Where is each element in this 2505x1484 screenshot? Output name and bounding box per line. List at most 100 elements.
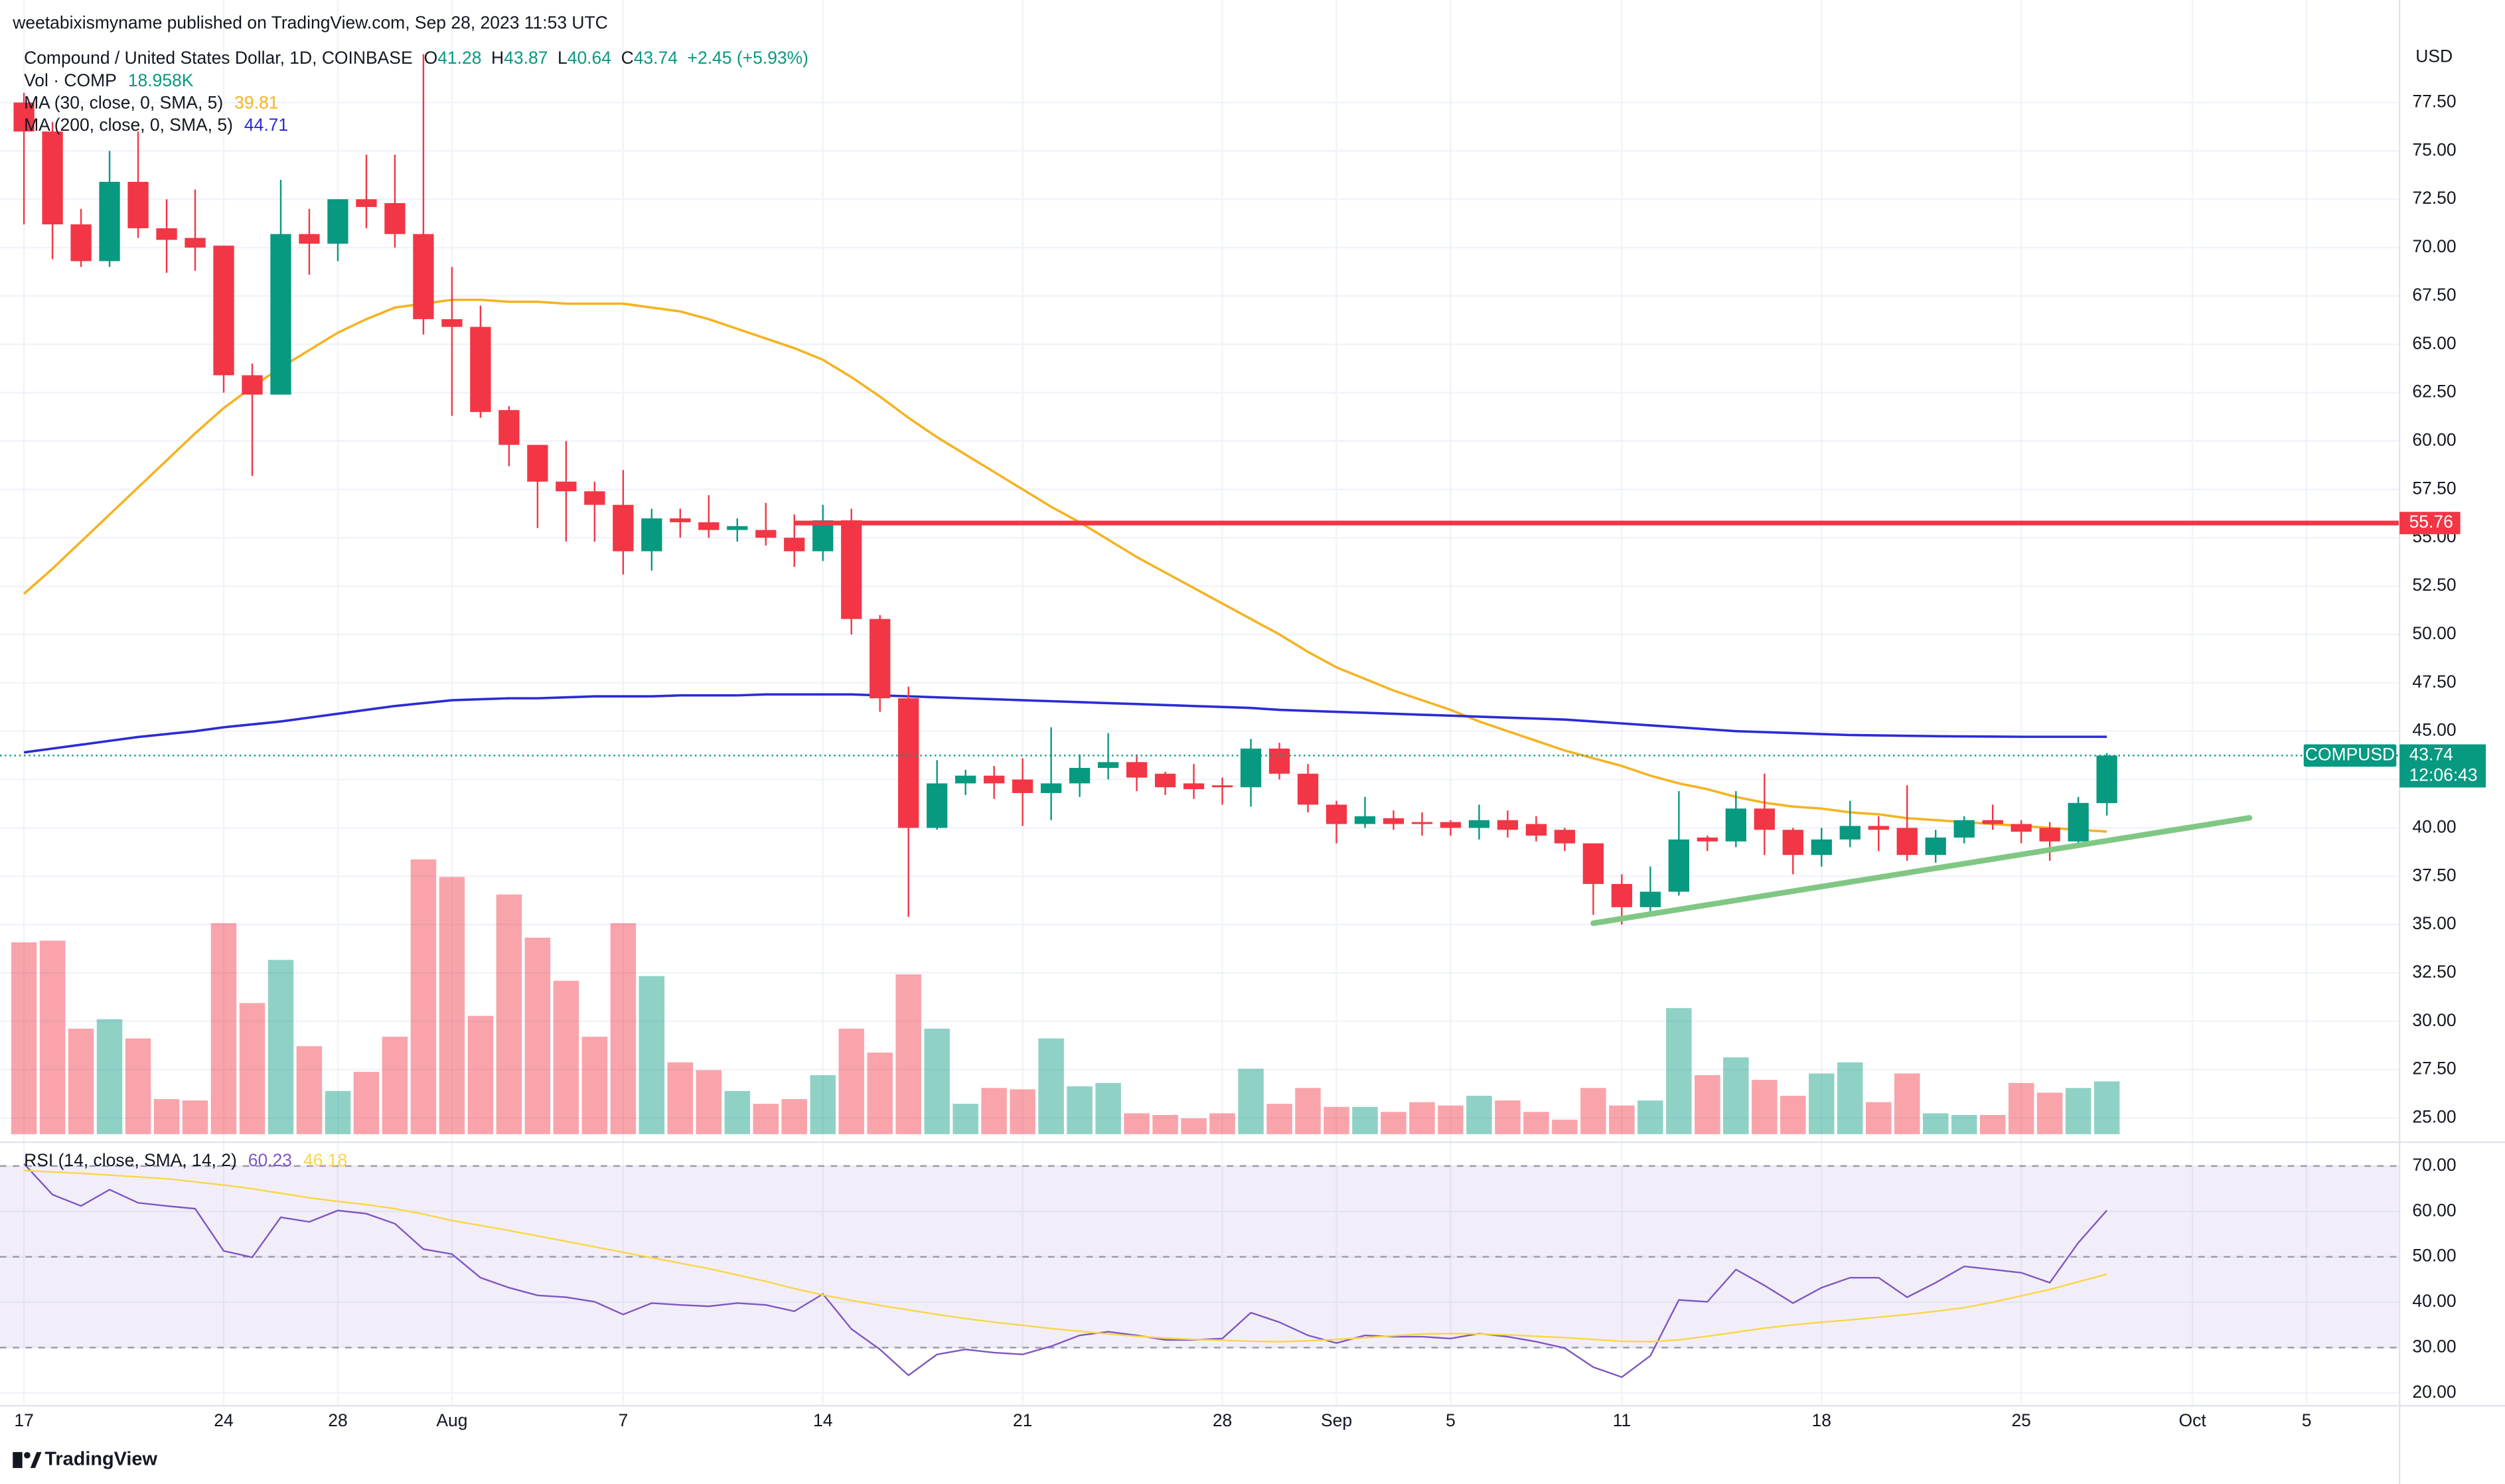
volume-bar — [1609, 1105, 1635, 1134]
volume-bar — [1809, 1073, 1835, 1134]
candle-body — [1697, 837, 1718, 842]
rsi-tick-label: 30.00 — [2412, 1337, 2456, 1357]
candle-body — [784, 538, 805, 552]
volume-bar — [382, 1037, 408, 1134]
candle-body — [99, 181, 120, 261]
y-tick-label: 77.50 — [2412, 91, 2456, 111]
ohlc-value: 43.74 — [634, 48, 678, 68]
ma200-legend: MA (200, close, 0, SMA, 5) 44.71 — [24, 115, 288, 135]
legend-name: MA (200, close, 0, SMA, 5) — [24, 115, 233, 135]
volume-bar — [924, 1028, 950, 1134]
legend-value: 60.23 — [248, 1150, 292, 1170]
volume-bar — [239, 1003, 266, 1134]
volume-bar — [696, 1070, 722, 1134]
volume-bar — [610, 923, 637, 1134]
candle-body — [1040, 783, 1062, 793]
candle-body — [984, 775, 1005, 784]
volume-bar — [153, 1099, 180, 1134]
countdown-label: 12:06:43 — [2409, 765, 2478, 785]
candle-body — [356, 199, 377, 207]
volume-bar — [96, 1019, 123, 1134]
candle-body — [698, 522, 720, 530]
volume-bar — [1495, 1100, 1521, 1134]
candle-body — [1639, 891, 1661, 907]
volume-bar — [1124, 1113, 1150, 1134]
volume-bar — [952, 1104, 978, 1134]
rsi-background — [0, 1165, 2400, 1349]
x-tick-label: 5 — [1446, 1410, 1456, 1430]
legend-value: 44.71 — [244, 115, 288, 135]
volume-bar — [439, 877, 465, 1134]
candle-body — [1554, 830, 1576, 844]
volume-bar — [1266, 1104, 1292, 1134]
volume-bar — [753, 1104, 779, 1134]
logo-part — [24, 1451, 31, 1459]
ohlc-value: 43.87 — [504, 48, 548, 68]
candle-body — [42, 131, 63, 225]
y-tick-label: 57.50 — [2412, 478, 2456, 498]
rsi-tick-label: 70.00 — [2412, 1155, 2456, 1175]
candle-body — [242, 375, 263, 395]
ma200-line — [23, 693, 2107, 754]
volume-bar — [667, 1062, 694, 1134]
y-tick-label: 62.50 — [2412, 382, 2456, 402]
rsi-tick-label: 60.00 — [2412, 1200, 2456, 1220]
candle-body — [870, 619, 891, 699]
y-tick-label: 65.00 — [2412, 333, 2456, 353]
ohlc-value: 40.64 — [568, 48, 611, 68]
x-tick-label: 28 — [328, 1410, 347, 1430]
candle-body — [727, 526, 748, 530]
legend-value: 18.958K — [128, 70, 194, 90]
candle-body — [841, 520, 862, 619]
legend-value: 46.18 — [303, 1150, 347, 1170]
y-tick-label: 67.50 — [2412, 285, 2456, 305]
candle-body — [441, 319, 463, 327]
candle-body — [1497, 820, 1519, 830]
candle-body — [1183, 783, 1205, 790]
ohlc-letter: C — [621, 48, 634, 68]
candle-body — [127, 181, 149, 228]
logo-part — [13, 1451, 23, 1468]
candle-body — [470, 327, 491, 412]
x-tick-label: 7 — [618, 1410, 628, 1430]
candle-body — [1896, 828, 1918, 855]
candle-body — [1725, 808, 1746, 842]
published-note: weetabixismyname published on TradingVie… — [12, 13, 608, 33]
candle-body — [1069, 768, 1091, 784]
volume-bar — [2093, 1081, 2120, 1134]
volume-bar — [39, 940, 66, 1134]
candle-body — [1953, 820, 1975, 838]
x-tick-label: 5 — [2302, 1410, 2312, 1430]
x-tick-label: Sep — [1321, 1410, 1352, 1430]
volume-bar — [2065, 1088, 2091, 1134]
candle-body — [1440, 822, 1462, 828]
y-tick-label: 37.50 — [2412, 865, 2456, 885]
legend-value: 39.81 — [234, 92, 278, 112]
volume-bar — [210, 923, 237, 1134]
candle-body — [2011, 824, 2032, 832]
volume-bar — [1038, 1038, 1064, 1134]
volume-bar — [1580, 1088, 1606, 1134]
x-tick-label: 17 — [14, 1410, 33, 1430]
x-tick-label: Oct — [2179, 1410, 2207, 1430]
overlay-layer — [0, 520, 2400, 927]
ohlc-legend: Compound / United States Dollar, 1D, COI… — [24, 48, 808, 68]
y-tick-label: 50.00 — [2412, 623, 2456, 643]
y-tick-label: 52.50 — [2412, 575, 2456, 595]
candle-body — [1582, 843, 1604, 884]
volume-bar — [1209, 1113, 1235, 1134]
volume-bar — [325, 1090, 351, 1134]
volume-bar — [867, 1052, 893, 1134]
candle-body — [755, 530, 777, 538]
ma30-line — [23, 298, 2107, 833]
volume-bar — [1181, 1118, 1207, 1134]
tradingview-logo — [13, 1451, 42, 1468]
candle-body — [1925, 837, 1946, 855]
x-tick-label: 25 — [2011, 1410, 2030, 1430]
volume-bar — [1324, 1106, 1349, 1134]
rsi-tick-label: 20.00 — [2412, 1382, 2456, 1402]
y-tick-label: 40.00 — [2412, 816, 2456, 836]
volume-bar — [1238, 1069, 1264, 1134]
candle-body — [613, 504, 634, 552]
volume-bar — [1637, 1100, 1663, 1134]
